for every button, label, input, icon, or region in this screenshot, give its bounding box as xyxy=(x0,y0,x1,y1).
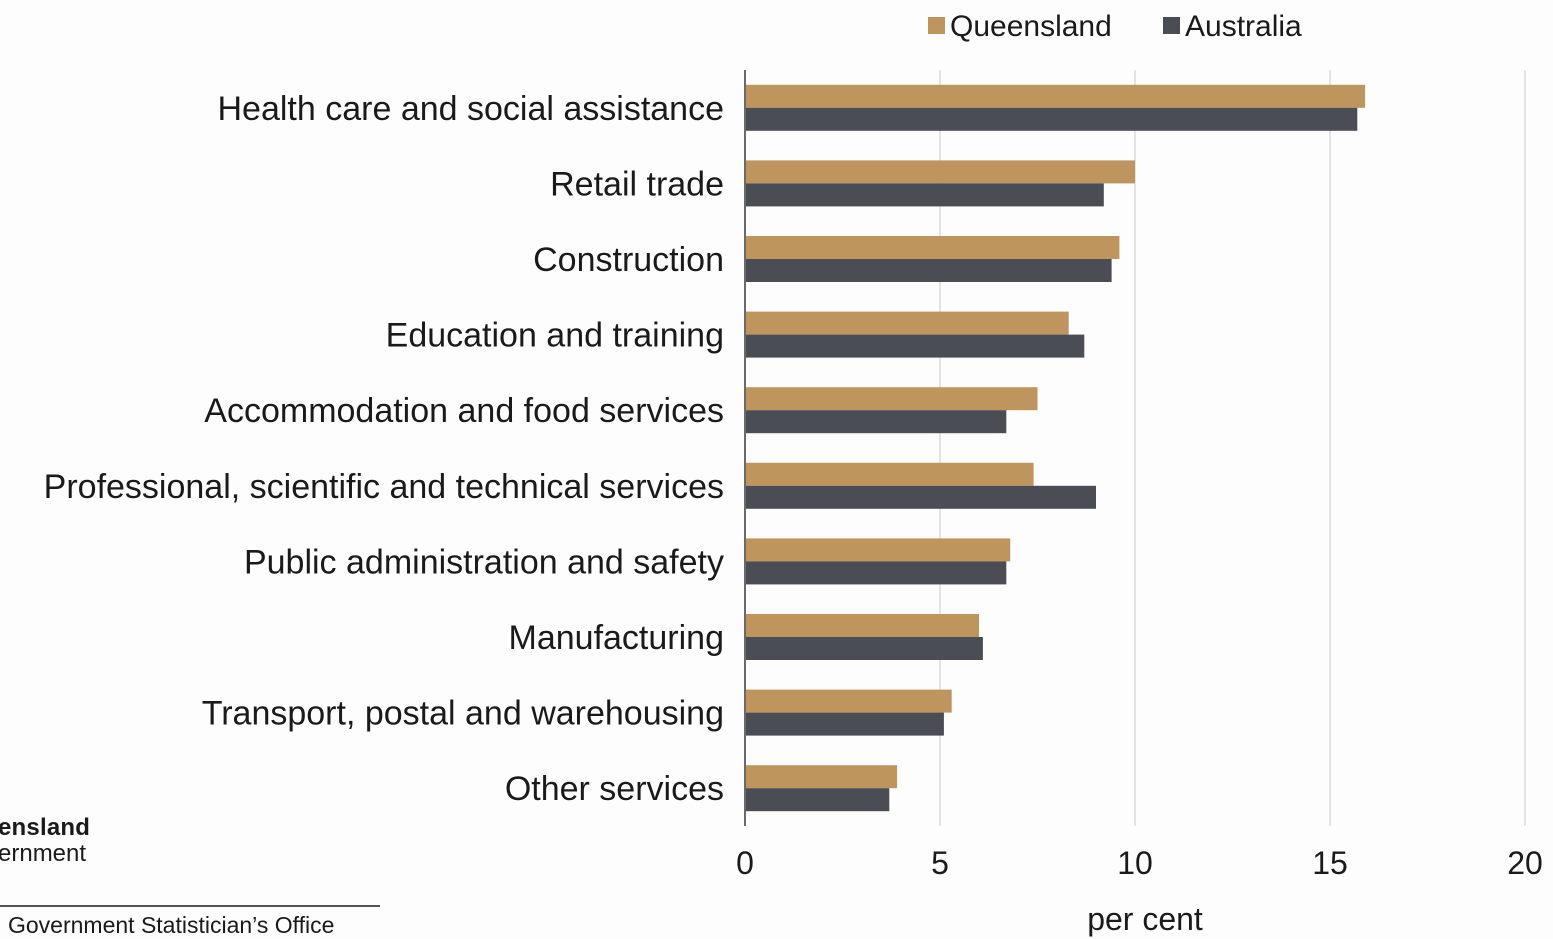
bar-queensland-other-services xyxy=(745,765,898,789)
bar-queensland-public-administration-and-safety xyxy=(745,538,1011,562)
category-label-retail-trade: Retail trade xyxy=(550,165,724,203)
bar-queensland-manufacturing xyxy=(745,614,979,637)
category-label-manufacturing: Manufacturing xyxy=(509,619,724,657)
x-tick-label-20: 20 xyxy=(1507,845,1543,881)
x-tick-label-0: 0 xyxy=(736,845,754,881)
bar-queensland-education-and-training xyxy=(745,311,1069,335)
x-tick-label-15: 15 xyxy=(1312,845,1348,881)
category-label-public-administration-and-safety: Public administration and safety xyxy=(244,543,724,581)
x-tick-label-5: 5 xyxy=(931,845,949,881)
legend-swatch-queensland xyxy=(928,17,945,34)
bar-australia-other-services xyxy=(745,788,890,812)
bar-queensland-retail-trade xyxy=(745,160,1135,184)
bar-australia-retail-trade xyxy=(745,183,1104,207)
category-labels: Health care and social assistance Retail … xyxy=(44,90,724,808)
bar-australia-manufacturing xyxy=(745,637,983,660)
bar-queensland-transport-postal-and-warehousing xyxy=(745,689,952,713)
category-label-transport-postal-and-warehousing: Transport, postal and warehousing xyxy=(202,695,724,733)
category-label-education-and-training: Education and training xyxy=(386,317,724,355)
legend-swatch-australia xyxy=(1163,17,1180,34)
bar-australia-public-administration-and-safety xyxy=(745,561,1007,585)
bar-australia-education-and-training xyxy=(745,334,1085,358)
bars xyxy=(745,84,1366,812)
legend-label-australia: Australia xyxy=(1185,10,1302,43)
bar-queensland-accommodation-and-food-services xyxy=(745,387,1038,411)
footer-source: Government Statistician’s Office xyxy=(8,912,335,938)
x-tick-label-10: 10 xyxy=(1117,845,1153,881)
category-label-accommodation-and-food-services: Accommodation and food services xyxy=(204,392,724,430)
bar-australia-transport-postal-and-warehousing xyxy=(745,712,944,736)
bar-queensland-construction xyxy=(745,236,1120,259)
x-axis-title: per cent xyxy=(1087,901,1203,937)
bar-australia-accommodation-and-food-services xyxy=(745,410,1007,434)
x-tick-labels: 0 5 10 15 20 xyxy=(736,845,1543,881)
category-label-professional-scientific-and-technical-services: Professional, scientific and technical s… xyxy=(44,468,724,506)
legend-label-queensland: Queensland xyxy=(950,10,1112,43)
legend: Queensland Australia xyxy=(928,10,1302,43)
bar-australia-construction xyxy=(745,259,1112,282)
category-label-other-services: Other services xyxy=(505,770,724,808)
bar-australia-health-care-and-social-assistance xyxy=(745,107,1358,131)
category-label-health-care-and-social-assistance: Health care and social assistance xyxy=(218,90,725,128)
bar-queensland-professional-scientific-and-technical-services xyxy=(745,462,1034,486)
logo-text-line2: ernment xyxy=(0,840,87,867)
logo-text-line1: ensland xyxy=(0,814,91,841)
bar-australia-professional-scientific-and-technical-services xyxy=(745,485,1096,509)
footer-divider xyxy=(0,905,380,907)
bar-queensland-health-care-and-social-assistance xyxy=(745,84,1366,108)
category-label-construction: Construction xyxy=(533,241,724,279)
